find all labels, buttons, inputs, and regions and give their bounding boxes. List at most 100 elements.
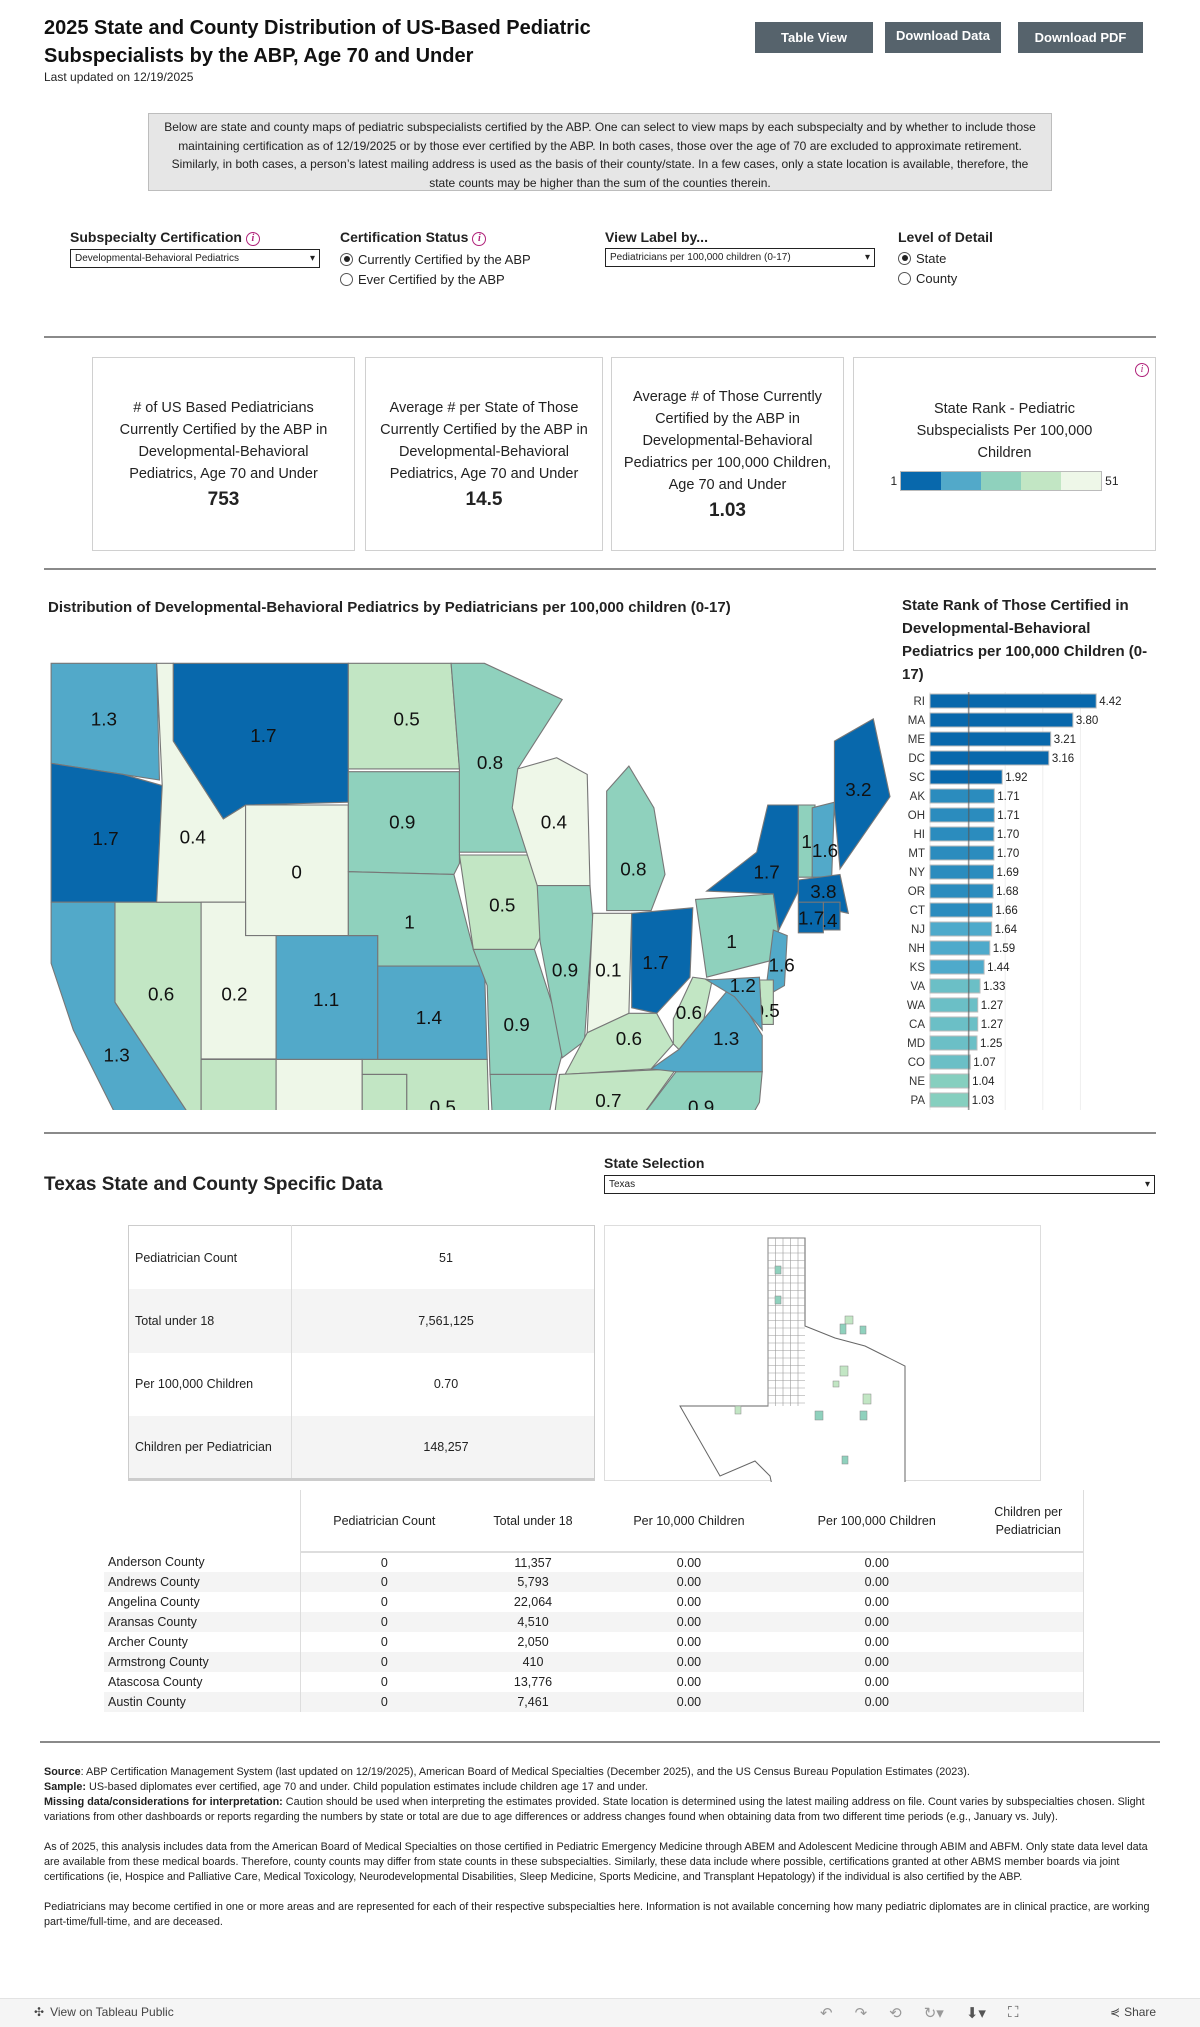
county-shape[interactable] (841, 1455, 849, 1465)
share-button[interactable]: ⋞ Share (1110, 2005, 1156, 2019)
bar-MA[interactable] (929, 712, 1074, 728)
sample-text: US-based diplomates ever certified, age … (86, 1781, 648, 1793)
bar-HI[interactable] (929, 826, 995, 842)
redo-icon[interactable]: ↷ (854, 2005, 868, 2022)
tableau-logo-icon: ✣ (34, 2005, 45, 2019)
bar-CA[interactable] (929, 1016, 979, 1032)
bar-OR[interactable] (929, 883, 994, 899)
bar-VA[interactable] (929, 978, 981, 994)
column-header[interactable]: Total under 18 (468, 1490, 598, 1553)
bar-NE[interactable] (929, 1073, 970, 1089)
texas-county-map[interactable] (605, 1226, 1042, 1587)
county-shape[interactable] (839, 1323, 847, 1335)
bar-PA[interactable] (929, 1092, 970, 1108)
county-shape[interactable] (862, 1393, 872, 1405)
state-value-label: 1.6 (812, 841, 838, 862)
state-WA[interactable] (50, 662, 161, 781)
bar-ME[interactable] (929, 731, 1052, 747)
radio-label: Currently Certified by the ABP (358, 251, 531, 267)
fullscreen-icon[interactable]: ⛶ (1007, 2004, 1019, 2021)
state-ME[interactable] (833, 718, 891, 871)
bar-NY[interactable] (929, 864, 995, 880)
column-header[interactable]: Per 10,000 Children (597, 1490, 780, 1553)
state-OH[interactable] (631, 907, 694, 1014)
bar-category-label: WA (907, 1000, 925, 1012)
last-updated: Last updated on 12/19/2025 (44, 70, 194, 84)
legend-color-bar (900, 471, 1103, 491)
county-shape[interactable] (859, 1410, 868, 1421)
column-header[interactable]: Pediatrician Count (299, 1490, 469, 1553)
radio-state[interactable]: State (898, 248, 1048, 268)
view-on-tableau-link[interactable]: ✣ View on Tableau Public (34, 2005, 174, 2019)
bar-value-label: 1.71 (997, 810, 1019, 822)
county-shape[interactable] (774, 1295, 782, 1305)
table-view-button[interactable]: Table View (755, 22, 873, 53)
us-state-map[interactable]: 1.31.71.30.60.41.700.21.10.600.50.911.40… (40, 630, 900, 1110)
refresh-icon[interactable]: ↻▾ (923, 2005, 944, 2022)
state-MD[interactable] (704, 976, 763, 1032)
radio-currently-certified[interactable]: Currently Certified by the ABP (340, 249, 580, 269)
county-shape[interactable] (859, 1325, 867, 1335)
info-icon[interactable]: i (1135, 363, 1149, 377)
county-shape[interactable] (734, 1405, 742, 1415)
table-cell: 0 (299, 1692, 469, 1712)
bar-OH[interactable] (929, 807, 995, 823)
radio-county[interactable]: County (898, 268, 1048, 288)
download-data-button[interactable]: Download Data (885, 22, 1001, 53)
kpi-card-average-per-100k: Average # of Those Currently Certified b… (611, 357, 844, 551)
state-CT[interactable] (797, 901, 824, 934)
county-shape[interactable] (774, 1265, 782, 1275)
state-selection-label: State Selection (604, 1155, 705, 1171)
table-cell: 410 (522, 1655, 544, 1669)
bar-SC[interactable] (929, 769, 1003, 785)
kpi-label: Average # of Those Currently Certified b… (623, 389, 832, 493)
bar-category-label: NH (908, 943, 925, 955)
radio-ever-certified[interactable]: Ever Certified by the ABP (340, 269, 580, 289)
bar-DC[interactable] (929, 750, 1050, 766)
revert-icon[interactable]: ⟲ (889, 2005, 902, 2022)
state-selection-dropdown[interactable]: Texas ▾ (604, 1175, 1155, 1194)
bar-WA[interactable] (929, 997, 979, 1013)
table-row: Aransas County 0 4,510 0.00 0.00 (104, 1612, 1084, 1632)
state-TX[interactable] (309, 1073, 501, 1110)
bar-AK[interactable] (929, 788, 995, 804)
table-cell: Aransas County (108, 1615, 197, 1629)
level-of-detail-filter: Level of Detail State County (898, 229, 1048, 288)
bar-CT[interactable] (929, 902, 993, 918)
bar-KS[interactable] (929, 959, 985, 975)
bar-NH[interactable] (929, 940, 991, 956)
column-header[interactable]: Per 100,000 Children (779, 1490, 974, 1553)
state-value-label: 1.3 (713, 1029, 739, 1050)
view-label-dropdown[interactable]: Pediatricians per 100,000 children (0-17… (605, 248, 875, 267)
info-icon[interactable]: i (472, 232, 487, 246)
table-cell: 0.00 (676, 1595, 702, 1609)
state-value-label: 0.6 (676, 1003, 702, 1024)
state-NH[interactable] (811, 801, 836, 878)
county-shape[interactable] (832, 1380, 840, 1388)
state-value-label: 0.8 (477, 753, 503, 774)
state-AZ[interactable] (191, 1058, 277, 1110)
county-shape[interactable] (844, 1315, 854, 1325)
state-TN[interactable] (554, 1068, 678, 1110)
state-AR[interactable] (489, 1073, 558, 1110)
table-row: Archer County 0 2,050 0.00 0.00 (104, 1632, 1084, 1652)
undo-icon[interactable]: ↶ (820, 2005, 833, 2022)
bar-CO[interactable] (929, 1054, 971, 1070)
download-icon[interactable]: ⬇▾ (965, 2005, 986, 2022)
county-shape[interactable] (839, 1365, 849, 1377)
download-pdf-button[interactable]: Download PDF (1018, 22, 1143, 53)
bar-category-label: CT (910, 905, 925, 917)
county-shape[interactable] (814, 1410, 824, 1421)
bar-NJ[interactable] (929, 921, 993, 937)
state-MI[interactable] (606, 765, 666, 912)
column-header[interactable]: Children per Pediatrician (973, 1490, 1084, 1553)
bar-MT[interactable] (929, 845, 995, 861)
subspecialty-dropdown[interactable]: Developmental-Behavioral Pediatrics ▾ (70, 249, 320, 268)
column-header[interactable] (104, 1490, 300, 1552)
info-icon[interactable]: i (245, 232, 260, 246)
bar-RI[interactable] (929, 693, 1097, 709)
bar-MD[interactable] (929, 1035, 978, 1051)
table-cell: 0 (299, 1592, 469, 1612)
state-NM[interactable] (275, 1058, 363, 1110)
state-SD[interactable] (347, 771, 460, 876)
